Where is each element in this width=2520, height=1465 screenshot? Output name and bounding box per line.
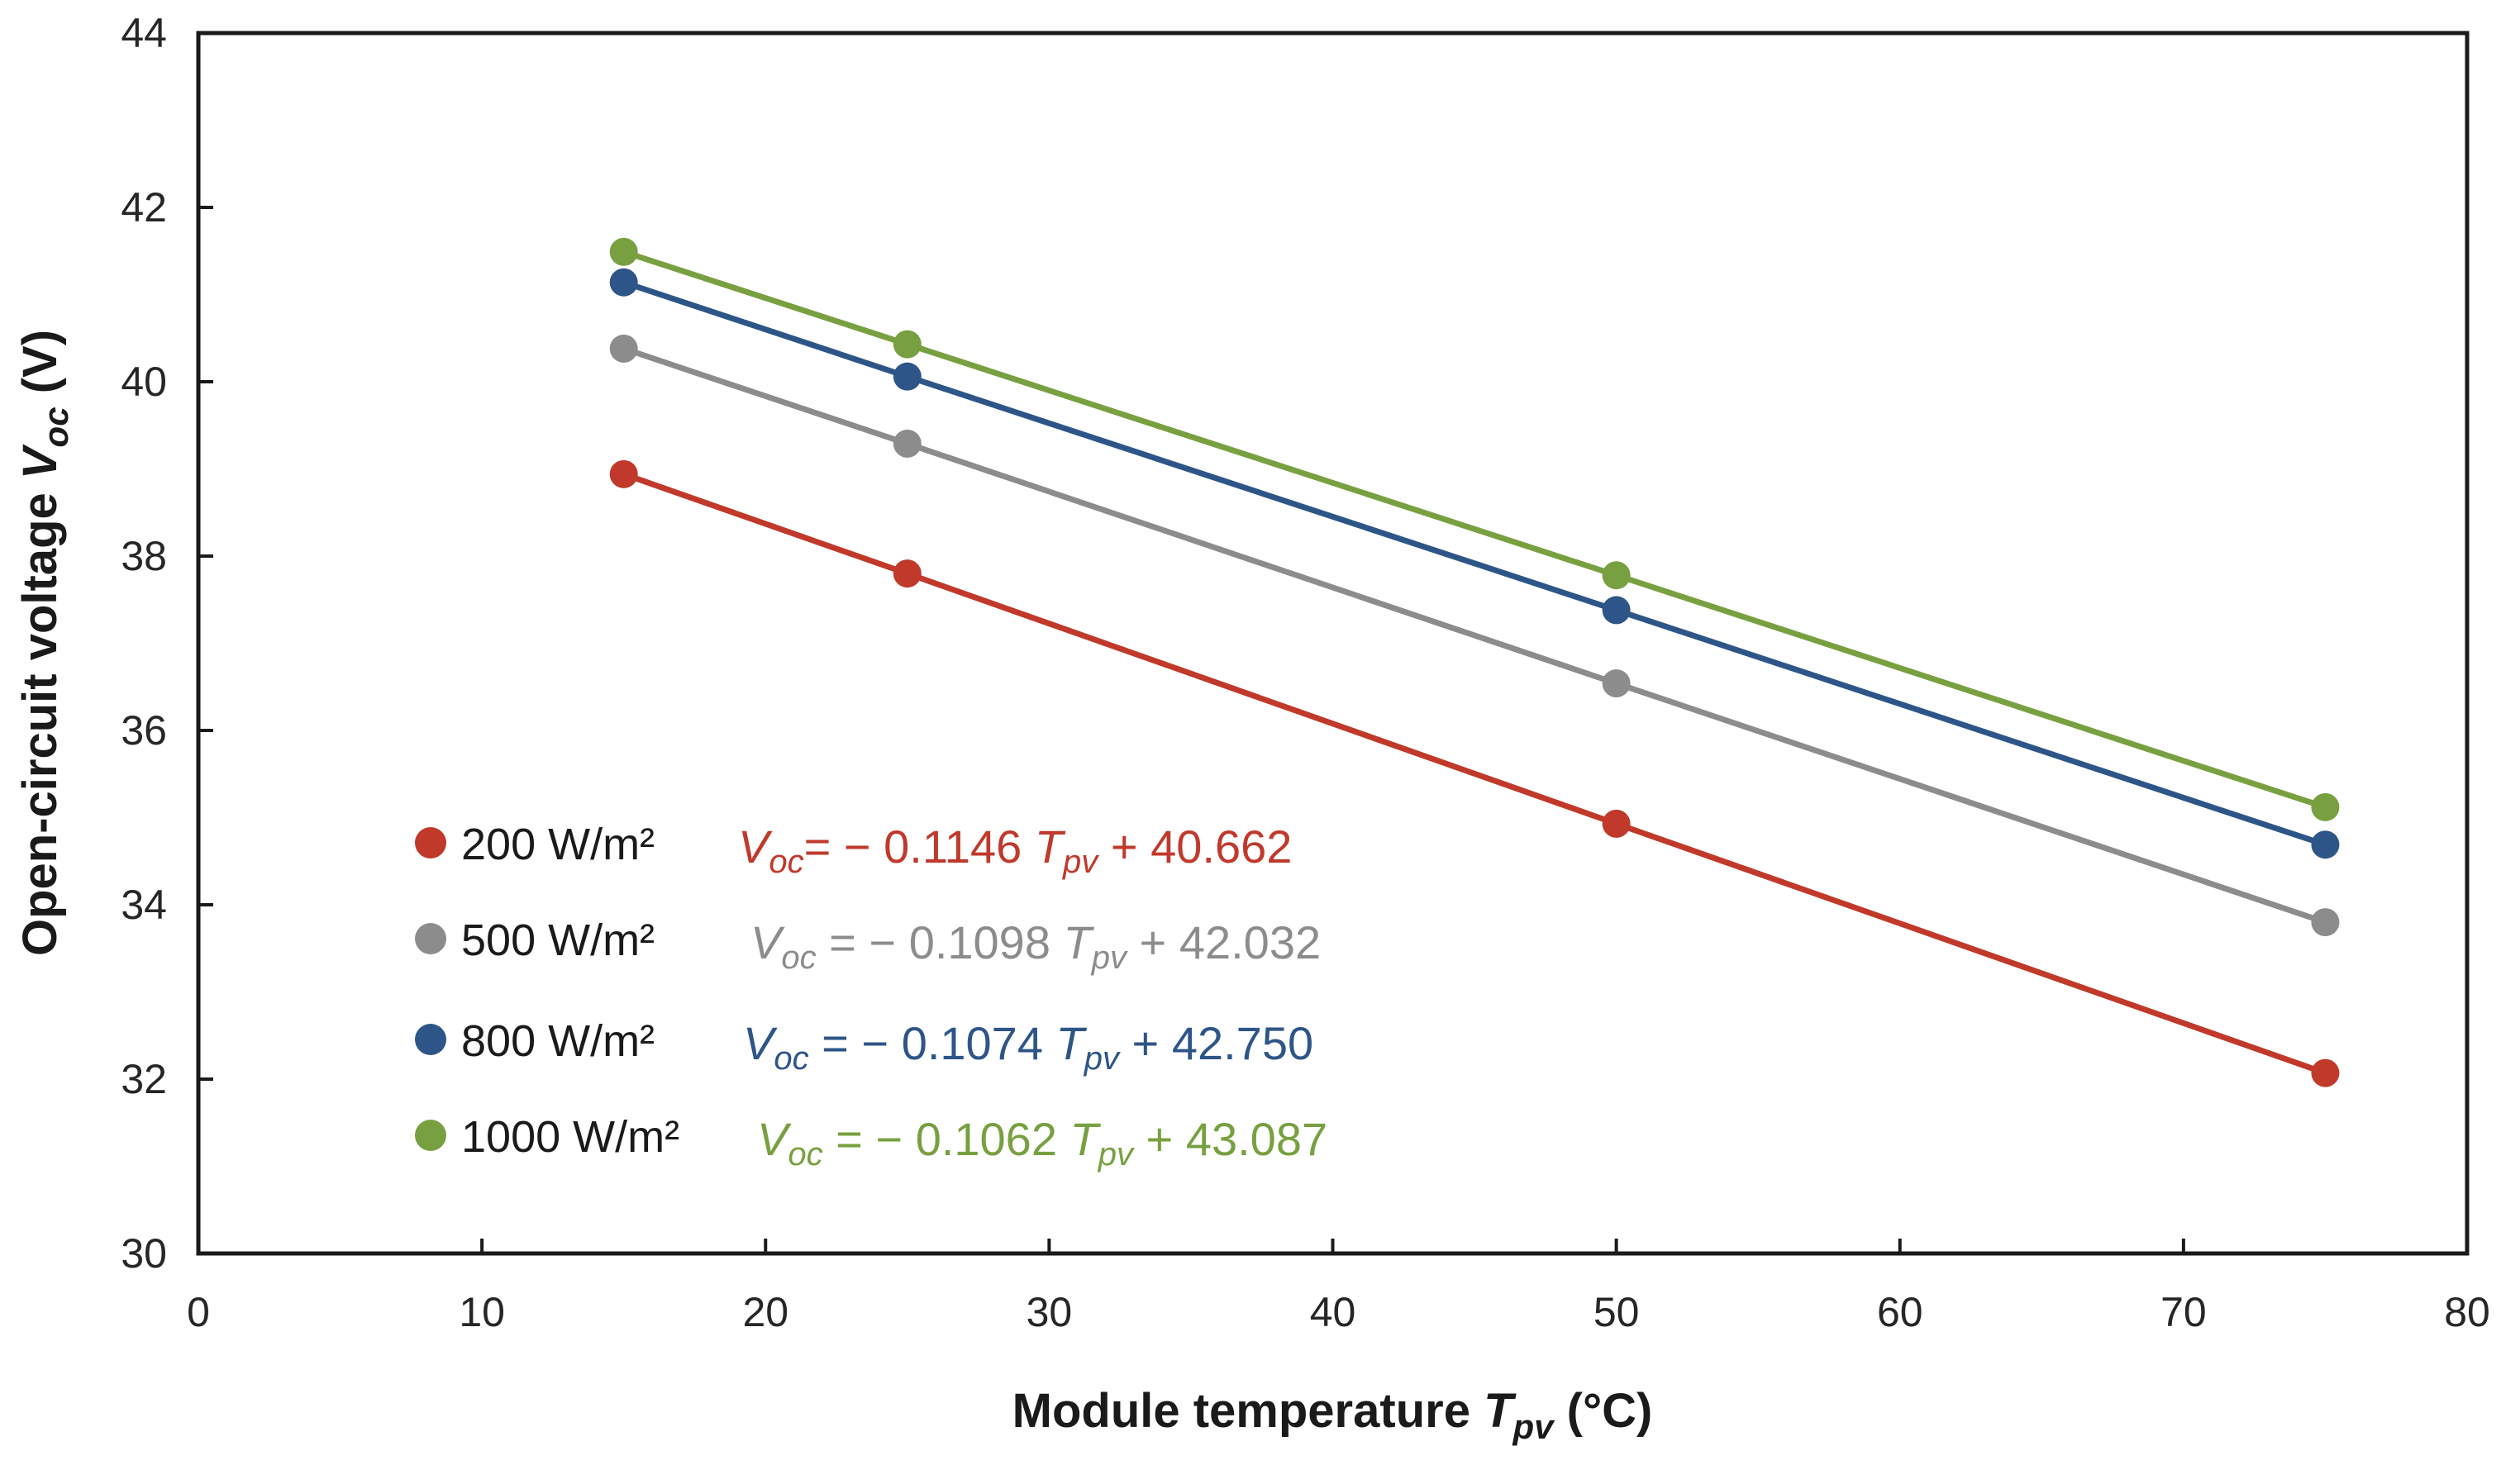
legend-label: 500 W/m²: [461, 916, 655, 965]
data-point: [2311, 1058, 2340, 1087]
data-point: [893, 362, 922, 391]
x-tick-label: 20: [742, 1289, 788, 1335]
x-tick-label: 60: [1877, 1289, 1923, 1335]
x-tick-label: 70: [2160, 1289, 2207, 1335]
x-tick-label: 30: [1027, 1289, 1073, 1335]
series-line-1: [622, 345, 2327, 925]
series-line-3: [622, 249, 2327, 811]
legend-marker: [415, 923, 446, 954]
trendline-equation: Voc = − 0.1062 Tpv + 43.087: [757, 1113, 1327, 1172]
data-point: [609, 334, 638, 363]
y-axis-ticks: 30 32 34 36 38 40 42 44: [121, 10, 213, 1277]
legend-marker: [415, 827, 446, 859]
y-tick-label: 44: [121, 10, 167, 56]
legend-label: 1000 W/m²: [461, 1112, 679, 1162]
y-tick-label: 42: [121, 184, 167, 231]
data-point: [1602, 669, 1631, 698]
y-axis-title: Open-circuit voltage Voc (V): [13, 330, 75, 956]
trendline-equation: Voc = − 0.1098 Tpv + 42.032: [750, 916, 1321, 976]
legend-marker: [415, 1120, 446, 1151]
data-point: [2311, 830, 2340, 859]
y-tick-label: 34: [121, 882, 167, 928]
x-tick-label: 40: [1310, 1289, 1356, 1335]
data-point: [1602, 596, 1631, 625]
x-axis-title: Module temperature Tpv (°C): [1012, 1384, 1653, 1446]
trendline-equation: Voc = − 0.1074 Tpv + 42.750: [743, 1017, 1313, 1077]
x-tick-label: 10: [459, 1289, 505, 1335]
legend-label: 800 W/m²: [461, 1016, 655, 1066]
legend-marker: [415, 1024, 446, 1055]
series-line-2: [622, 279, 2327, 848]
trendline-equation: Voc= − 0.1146 Tpv + 40.662: [738, 820, 1292, 880]
y-tick-label: 38: [121, 533, 167, 579]
x-tick-label: 0: [187, 1289, 210, 1335]
y-tick-label: 36: [121, 707, 167, 754]
data-point: [2311, 792, 2340, 821]
data-point: [2311, 908, 2340, 937]
legend: 200 W/m² Voc= − 0.1146 Tpv + 40.662 500 W/…: [415, 820, 1327, 1172]
x-axis-ticks: 0 10 20 30 40 50 60 70 80: [187, 1239, 2490, 1335]
x-tick-label: 50: [1593, 1289, 1640, 1335]
y-tick-label: 32: [121, 1056, 167, 1102]
data-point: [893, 559, 922, 588]
data-point: [893, 429, 922, 458]
x-tick-label: 80: [2444, 1289, 2490, 1335]
legend-label: 200 W/m²: [461, 820, 655, 869]
data-point: [609, 268, 638, 297]
series-lines: [622, 249, 2327, 1076]
y-tick-label: 40: [121, 359, 167, 405]
y-tick-label: 30: [121, 1230, 167, 1277]
data-point: [1602, 809, 1631, 838]
series-line-0: [622, 471, 2327, 1076]
series-points: [609, 237, 2340, 1087]
data-point: [893, 330, 922, 359]
data-point: [609, 459, 638, 488]
data-point: [609, 237, 638, 266]
data-point: [1602, 561, 1631, 590]
